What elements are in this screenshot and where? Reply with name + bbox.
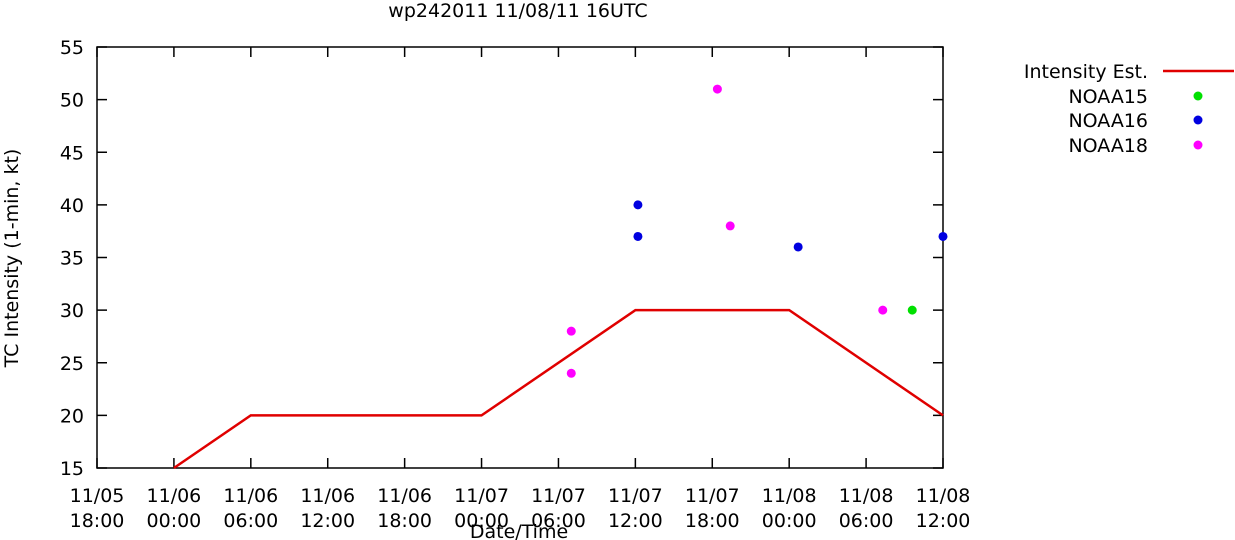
noaa18-point xyxy=(878,305,888,315)
noaa18-point xyxy=(566,368,576,378)
x-tick-label-time: 12:00 xyxy=(608,510,663,532)
legend-swatch-noaa18 xyxy=(1193,140,1203,150)
legend-swatch-noaa15 xyxy=(1193,91,1203,101)
x-tick-label-date: 11/06 xyxy=(300,485,355,507)
noaa16-point xyxy=(793,242,803,252)
noaa18-point xyxy=(725,221,735,231)
x-tick-label-time: 06:00 xyxy=(531,510,586,532)
y-tick-label: 45 xyxy=(60,142,84,164)
y-axis-label: TC Intensity (1-min, kt) xyxy=(1,149,23,369)
x-tick-label-time: 06:00 xyxy=(223,510,278,532)
series-layer xyxy=(173,84,948,470)
y-tick-label: 15 xyxy=(60,458,84,480)
legend-swatch-noaa16 xyxy=(1193,115,1203,125)
x-tick-label-time: 06:00 xyxy=(839,510,894,532)
x-axis-label: Date/Time xyxy=(470,521,568,540)
legend-label-intensity-est: Intensity Est. xyxy=(1024,61,1148,83)
x-tick-label-time: 18:00 xyxy=(685,510,740,532)
x-tick-label-time: 00:00 xyxy=(454,510,509,532)
y-tick-label: 30 xyxy=(60,300,84,322)
x-tick-label-time: 18:00 xyxy=(377,510,432,532)
noaa16-point xyxy=(938,231,948,241)
x-tick-label-date: 11/07 xyxy=(531,485,586,507)
x-tick-label-date: 11/06 xyxy=(147,485,202,507)
x-tick-label-date: 11/08 xyxy=(762,485,817,507)
noaa16-point xyxy=(633,200,643,210)
noaa16-point xyxy=(633,231,643,241)
x-axis: 11/05 18:00 11/06 00:00 11/06 06:00 11/06 12:00… xyxy=(70,47,971,532)
x-tick-label-date: 11/05 xyxy=(70,485,125,507)
y-tick-label: 20 xyxy=(60,405,84,427)
x-tick-label-time: 00:00 xyxy=(762,510,817,532)
legend-label-noaa15: NOAA15 xyxy=(1068,86,1148,108)
y-tick-label: 40 xyxy=(60,195,84,217)
y-tick-label: 25 xyxy=(60,353,84,375)
x-tick-label-time: 12:00 xyxy=(916,510,971,532)
x-tick-label-time: 12:00 xyxy=(300,510,355,532)
y-tick-label: 50 xyxy=(60,90,84,112)
x-tick-label-date: 11/07 xyxy=(454,485,509,507)
noaa18-point xyxy=(712,84,722,94)
noaa18-point xyxy=(566,326,576,336)
legend-label-noaa16: NOAA16 xyxy=(1068,110,1148,132)
intensity-est-line xyxy=(173,308,944,470)
x-tick-label-date: 11/06 xyxy=(377,485,432,507)
x-tick-label-date: 11/08 xyxy=(916,485,971,507)
y-tick-label: 55 xyxy=(60,37,84,59)
x-tick-label-date: 11/07 xyxy=(608,485,663,507)
legend-label-noaa18: NOAA18 xyxy=(1068,135,1148,157)
x-tick-label-date: 11/06 xyxy=(223,485,278,507)
chart-title: wp242011 11/08/11 16UTC xyxy=(388,0,647,22)
y-tick-label: 35 xyxy=(60,248,84,270)
y-axis: 15 20 25 30 35 40 45 50 55 xyxy=(60,37,943,480)
x-tick-label-time: 18:00 xyxy=(70,510,125,532)
noaa15-point xyxy=(907,305,917,315)
x-tick-label-date: 11/08 xyxy=(839,485,894,507)
plot-frame xyxy=(96,46,944,469)
x-tick-label-date: 11/07 xyxy=(685,485,740,507)
x-tick-label-time: 00:00 xyxy=(147,510,202,532)
